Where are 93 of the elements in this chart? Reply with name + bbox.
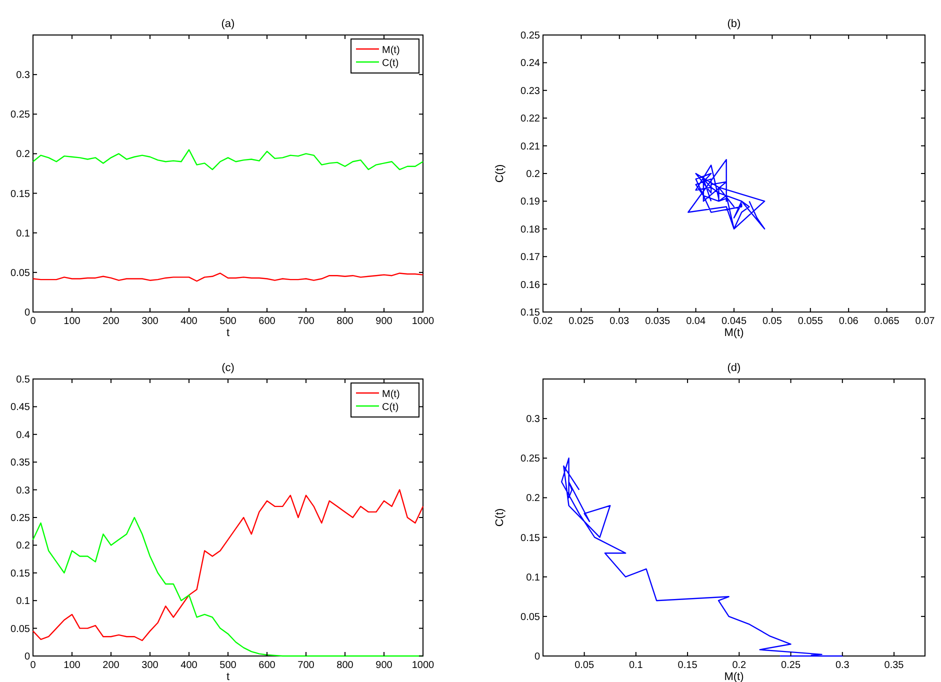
y-tick-label: 0.17 <box>520 252 540 264</box>
chart-title: (c) <box>222 362 234 374</box>
y-tick-label: 0.15 <box>10 188 30 200</box>
y-tick-label: 0.2 <box>526 493 540 504</box>
x-tick-label: 0.03 <box>610 316 630 327</box>
y-tick-label: 0.2 <box>16 149 30 160</box>
x-tick-label: 200 <box>102 316 120 327</box>
x-tick-label: 600 <box>258 316 276 327</box>
line-series <box>688 159 766 230</box>
x-tick-label: 1000 <box>412 660 435 671</box>
x-tick-label: 700 <box>298 316 315 327</box>
line-series <box>32 272 424 282</box>
y-axis-title: C(t) <box>494 164 506 183</box>
chart-title: (a) <box>221 18 235 30</box>
x-tick-label: 600 <box>258 660 276 671</box>
x-tick-label: 0.025 <box>568 316 594 327</box>
legend-label: C(t) <box>382 58 399 69</box>
x-tick-label: 300 <box>142 316 159 327</box>
x-tick-label: 0.04 <box>686 316 706 327</box>
y-tick-label: 0.05 <box>10 268 30 279</box>
x-tick-label: 0.055 <box>798 316 824 327</box>
y-tick-label: 0.21 <box>520 141 540 152</box>
x-tick-label: 400 <box>180 316 198 327</box>
y-tick-label: 0.15 <box>10 568 30 580</box>
x-tick-label: 100 <box>64 316 81 327</box>
y-tick-label: 0.18 <box>520 224 540 236</box>
y-tick-label: 0.25 <box>10 513 30 524</box>
x-tick-label: 0.35 <box>884 660 904 671</box>
x-tick-label: 300 <box>142 660 159 671</box>
y-tick-label: 0.1 <box>16 228 30 240</box>
legend-label: C(t) <box>382 402 399 413</box>
y-tick-label: 0.2 <box>16 540 30 552</box>
x-tick-label: 900 <box>376 316 393 327</box>
x-tick-label: 800 <box>336 660 354 671</box>
y-tick-label: 0.05 <box>520 612 540 623</box>
x-tick-label: 0.25 <box>781 660 801 671</box>
x-axis-title: t <box>226 671 230 682</box>
x-axis-title: M(t) <box>724 671 744 682</box>
y-tick-label: 0.1 <box>526 572 540 584</box>
y-tick-label: 0.3 <box>16 70 30 82</box>
x-axis-title: t <box>226 327 230 339</box>
x-tick-label: 200 <box>102 660 120 671</box>
x-tick-label: 100 <box>64 660 81 671</box>
y-tick-label: 0.35 <box>10 458 30 469</box>
y-tick-label: 0.15 <box>520 532 540 544</box>
y-tick-label: 0.05 <box>10 624 30 635</box>
y-tick-label: 0 <box>24 652 30 662</box>
y-axis-title: C(t) <box>494 508 506 527</box>
x-tick-label: 0.02 <box>533 316 554 327</box>
y-tick-label: 0.19 <box>520 196 540 208</box>
y-tick-label: 0 <box>534 652 540 662</box>
y-tick-label: 0.23 <box>520 86 540 97</box>
y-tick-label: 0.25 <box>10 110 30 121</box>
y-tick-label: 0.1 <box>16 596 30 608</box>
x-tick-label: 500 <box>220 660 237 671</box>
x-tick-label: 700 <box>298 660 315 671</box>
x-tick-label: 900 <box>376 660 393 671</box>
x-tick-label: 0.07 <box>915 316 936 327</box>
y-tick-label: 0.25 <box>520 30 540 42</box>
y-tick-label: 0.3 <box>16 485 30 496</box>
x-axis-title: M(t) <box>724 327 744 339</box>
y-tick-label: 0.24 <box>520 58 540 70</box>
legend-label: M(t) <box>382 389 400 400</box>
x-tick-label: 0.035 <box>645 316 671 327</box>
line-series <box>560 458 844 657</box>
x-tick-label: 0.06 <box>838 316 859 327</box>
y-tick-label: 0.15 <box>520 308 540 318</box>
x-tick-label: 0.1 <box>628 660 644 671</box>
y-tick-label: 0.2 <box>526 169 540 180</box>
x-tick-label: 0.15 <box>678 660 698 671</box>
line-series <box>32 149 424 170</box>
x-tick-label: 1000 <box>412 316 435 327</box>
x-tick-label: 0.045 <box>721 316 747 327</box>
y-tick-label: 0.45 <box>10 402 30 414</box>
y-tick-label: 0.25 <box>520 454 540 465</box>
x-tick-label: 0.065 <box>874 316 900 327</box>
x-tick-label: 0.05 <box>762 316 782 327</box>
y-tick-label: 0.5 <box>16 374 30 386</box>
y-tick-label: 0.3 <box>526 414 540 426</box>
y-tick-label: 0.16 <box>520 280 540 291</box>
x-tick-label: 0.2 <box>732 660 747 671</box>
x-tick-label: 0.3 <box>835 660 850 671</box>
x-tick-label: 500 <box>220 316 237 327</box>
x-tick-label: 0.05 <box>574 660 594 671</box>
chart-title: (d) <box>727 362 741 374</box>
legend-label: M(t) <box>382 45 400 56</box>
x-tick-label: 800 <box>336 316 354 327</box>
y-tick-label: 0 <box>24 308 30 318</box>
y-tick-label: 0.4 <box>16 430 30 441</box>
y-tick-label: 0.22 <box>520 114 540 125</box>
x-tick-label: 400 <box>180 660 198 671</box>
chart-title: (b) <box>727 18 741 30</box>
line-series <box>32 489 424 642</box>
